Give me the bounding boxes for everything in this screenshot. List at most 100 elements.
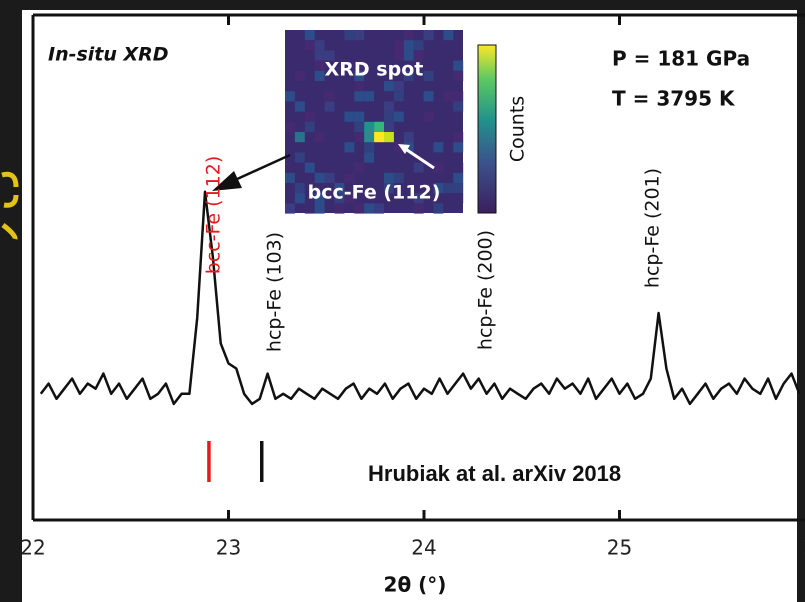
inset-pixel — [364, 142, 374, 152]
inset-pixel — [295, 193, 305, 203]
inset-pixel — [424, 30, 434, 40]
inset-pixel — [374, 132, 384, 142]
inset-pixel — [335, 122, 345, 132]
inset-pixel — [394, 40, 404, 50]
inset-pixel — [443, 50, 453, 60]
inset-pixel — [453, 61, 463, 71]
inset-pixel — [315, 61, 325, 71]
inset-pixel — [424, 112, 434, 122]
inset-pixel — [434, 30, 444, 40]
inset-pixel — [443, 91, 453, 101]
x-axis-label: 2θ (°) — [384, 573, 447, 597]
inset-pixel — [453, 132, 463, 142]
inset-pixel — [414, 163, 424, 173]
inset-pixel — [453, 163, 463, 173]
inset-pixel — [453, 193, 463, 203]
inset-pixel — [354, 112, 364, 122]
colorbar-label: Counts — [507, 96, 529, 162]
inset-pixel — [384, 122, 394, 132]
x-tick-label: 25 — [607, 536, 632, 560]
x-tick-label: 22 — [20, 536, 45, 560]
inset-pixel — [305, 40, 315, 50]
inset-pixel — [443, 132, 453, 142]
inset-pixel — [305, 122, 315, 132]
inset-pixel — [285, 173, 295, 183]
inset-pixel — [305, 203, 315, 213]
inset-pixel — [394, 81, 404, 91]
inset-pixel — [344, 30, 354, 40]
inset-pixel — [453, 91, 463, 101]
inset-pixel — [325, 101, 335, 111]
inset-pixel — [285, 163, 295, 173]
inset-pixel — [285, 40, 295, 50]
colorbar — [478, 45, 496, 213]
inset-pixel — [295, 71, 305, 81]
inset-pixel — [315, 152, 325, 162]
inset-label: bcc-Fe (112) — [308, 182, 441, 204]
inset-pixel — [384, 112, 394, 122]
inset-pixel — [434, 203, 444, 213]
inset-pixel — [364, 203, 374, 213]
inset-pixel — [453, 101, 463, 111]
inset-pixel — [453, 173, 463, 183]
chart: In-situ XRD P = 181 GPa T = 3795 K 2θ (°… — [0, 0, 805, 602]
inset-pixel — [364, 122, 374, 132]
x-tick-label: 24 — [411, 536, 436, 560]
inset: XRD spot bcc-Fe (112) Counts — [285, 30, 529, 214]
inset-pixel — [394, 112, 404, 122]
inset-pixel — [344, 142, 354, 152]
inset-pixel — [384, 81, 394, 91]
inset-pixel — [335, 91, 345, 101]
inset-pixel — [315, 203, 325, 213]
x-tick-label: 23 — [216, 536, 241, 560]
inset-pixel — [434, 163, 444, 173]
inset-pixel — [384, 101, 394, 111]
inset-pixel — [354, 122, 364, 132]
inset-pixel — [364, 91, 374, 101]
inset-pixel — [443, 112, 453, 122]
temperature: T = 3795 K — [612, 87, 736, 111]
inset-pixel — [384, 132, 394, 142]
inset-pixel — [354, 203, 364, 213]
inset-pixel — [443, 30, 453, 40]
inset-pixel — [364, 132, 374, 142]
inset-pixel — [344, 112, 354, 122]
peak-label: bcc-Fe (112) — [203, 156, 225, 275]
peak-label: hcp-Fe (201) — [642, 168, 664, 288]
inset-pixel — [424, 71, 434, 81]
inset-title: XRD spot — [325, 59, 424, 81]
inset-pixel — [364, 40, 374, 50]
inset-pixel — [295, 50, 305, 60]
inset-pixel — [434, 142, 444, 152]
inset-pixel — [414, 203, 424, 213]
inset-pixel — [404, 40, 414, 50]
inset-pixel — [285, 122, 295, 132]
inset-pixel — [335, 203, 345, 213]
inset-pixel — [453, 142, 463, 152]
inset-pixel — [394, 91, 404, 101]
inset-pixel — [354, 30, 364, 40]
inset-pixel — [295, 152, 305, 162]
inset-pixel — [285, 203, 295, 213]
inset-pixel — [295, 101, 305, 111]
inset-pixel — [404, 30, 414, 40]
inset-pixel — [404, 132, 414, 142]
inset-pixel — [354, 132, 364, 142]
inset-pixel — [354, 91, 364, 101]
inset-pixel — [354, 163, 364, 173]
inset-pixel — [354, 81, 364, 91]
inset-pixel — [285, 91, 295, 101]
inset-pixel — [305, 30, 315, 40]
peak-label: hcp-Fe (200) — [475, 230, 497, 350]
inset-pixel — [305, 163, 315, 173]
inset-pixel — [295, 132, 305, 142]
inset-pixel — [443, 183, 453, 193]
inset-pixel — [325, 91, 335, 101]
citation: Hrubiak at al. arXiv 2018 — [368, 461, 621, 486]
chart-title: In-situ XRD — [48, 44, 169, 66]
inset-pixel — [295, 183, 305, 193]
inset-pixel — [424, 91, 434, 101]
side-decoration — [2, 174, 16, 239]
inset-pixel — [414, 122, 424, 132]
inset-pixel — [414, 40, 424, 50]
